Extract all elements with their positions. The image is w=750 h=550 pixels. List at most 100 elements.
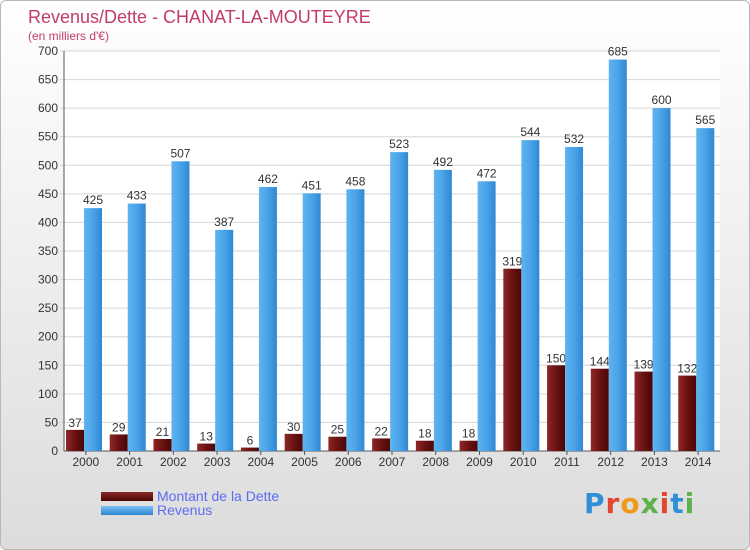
y-tick-label: 300: [38, 273, 58, 287]
revenue-bar: [433, 169, 452, 451]
revenue-bar-label: 425: [83, 193, 103, 207]
debt-bar: [328, 436, 347, 451]
debt-bar-label: 13: [200, 430, 214, 444]
debt-bar-label: 319: [502, 255, 522, 269]
revenue-bar: [346, 189, 365, 452]
x-tick-label: 2012: [597, 455, 624, 469]
debt-bar-label: 22: [374, 424, 388, 438]
revenue-bar-label: 565: [695, 113, 715, 127]
debt-bar-label: 150: [546, 351, 566, 365]
debt-bar-label: 29: [112, 420, 126, 434]
revenue-bar: [696, 128, 715, 451]
chart-title: Revenus/Dette - CHANAT-LA-MOUTEYRE: [28, 7, 371, 27]
revenue-bar: [652, 108, 671, 452]
revenue-bar: [608, 59, 627, 451]
revenue-bar-label: 458: [345, 174, 365, 188]
revenue-bar-label: 685: [608, 45, 628, 59]
y-tick-label: 400: [38, 215, 58, 229]
revenue-bar: [565, 147, 584, 451]
y-tick-label: 50: [45, 415, 59, 429]
revenue-bar-label: 451: [302, 178, 322, 192]
debt-bar: [66, 429, 84, 451]
revenue-bar-label: 492: [433, 155, 453, 169]
revenue-bar-label: 523: [389, 137, 409, 151]
x-tick-label: 2000: [73, 455, 100, 469]
debt-bar: [284, 433, 303, 451]
debt-bar-label: 25: [331, 423, 345, 437]
debt-bar-label: 144: [590, 355, 610, 369]
x-tick-label: 2006: [335, 455, 362, 469]
revenue-bar-label: 507: [170, 146, 190, 160]
legend-label-debt: Montant de la Dette: [157, 488, 280, 504]
y-tick-label: 500: [38, 158, 58, 172]
revenue-bar-label: 544: [520, 125, 540, 139]
debt-bar: [503, 268, 522, 451]
legend-swatch-debt: [101, 491, 153, 501]
debt-bar: [197, 443, 216, 451]
x-tick-label: 2004: [247, 455, 274, 469]
x-tick-label: 2010: [510, 455, 537, 469]
y-tick-label: 600: [38, 101, 58, 115]
legend-item-debt: Montant de la Dette: [101, 488, 279, 504]
debt-bar-label: 37: [68, 416, 82, 430]
y-tick-label: 150: [38, 358, 58, 372]
legend-label-revenue: Revenus: [157, 502, 213, 518]
x-tick-label: 2009: [466, 455, 493, 469]
revenue-bar-label: 462: [258, 172, 278, 186]
y-tick-label: 250: [38, 301, 58, 315]
debt-bar: [678, 375, 697, 451]
y-tick-label: 450: [38, 187, 58, 201]
revenue-bar: [127, 203, 146, 451]
debt-bar: [590, 368, 609, 451]
debt-bar-label: 132: [677, 362, 697, 376]
x-tick-label: 2001: [116, 455, 143, 469]
x-tick-label: 2005: [291, 455, 318, 469]
debt-bar: [372, 438, 391, 451]
debt-bar-label: 18: [418, 427, 432, 441]
x-tick-label: 2002: [160, 455, 187, 469]
x-tick-label: 2011: [554, 455, 580, 469]
x-tick-label: 2008: [422, 455, 449, 469]
debt-bar: [240, 447, 259, 451]
y-tick-label: 350: [38, 244, 58, 258]
x-tick-label: 2013: [641, 455, 668, 469]
debt-bar: [153, 439, 172, 451]
debt-bar-label: 139: [634, 358, 654, 372]
revenue-bar: [302, 193, 321, 452]
proxiti-logo: Proxiti: [584, 487, 696, 520]
debt-bar-label: 30: [287, 420, 301, 434]
revenue-bar-label: 532: [564, 132, 584, 146]
debt-bar-label: 18: [462, 427, 476, 441]
revenue-bar: [390, 152, 409, 451]
debt-bar: [109, 434, 128, 451]
debt-bar-label: 6: [247, 434, 254, 448]
revenue-bar: [84, 208, 102, 451]
debt-bar: [634, 371, 653, 451]
y-tick-label: 700: [38, 44, 58, 58]
x-tick-label: 2003: [204, 455, 231, 469]
revenue-bar-label: 387: [214, 215, 234, 229]
revenue-bar: [521, 140, 540, 451]
legend-swatch-revenue: [101, 505, 153, 515]
revenue-bar-label: 433: [127, 189, 147, 203]
legend-item-revenue: Revenus: [101, 502, 212, 518]
y-tick-label: 100: [38, 387, 58, 401]
revenue-bar-label: 472: [477, 166, 497, 180]
y-tick-label: 650: [38, 73, 58, 87]
y-tick-label: 550: [38, 130, 58, 144]
y-tick-label: 200: [38, 330, 58, 344]
revenue-bar-label: 600: [652, 93, 672, 107]
debt-bar-label: 21: [156, 425, 170, 439]
y-tick-label: 0: [51, 444, 58, 458]
revenue-bar: [215, 229, 234, 451]
revenue-bar: [258, 187, 277, 451]
revenue-bar: [171, 161, 190, 452]
chart-subtitle: (en milliers d'€): [28, 29, 109, 43]
x-tick-label: 2007: [379, 455, 406, 469]
debt-bar: [415, 440, 434, 451]
debt-bar: [547, 365, 566, 451]
x-tick-label: 2014: [685, 455, 712, 469]
debt-bar: [459, 440, 478, 451]
